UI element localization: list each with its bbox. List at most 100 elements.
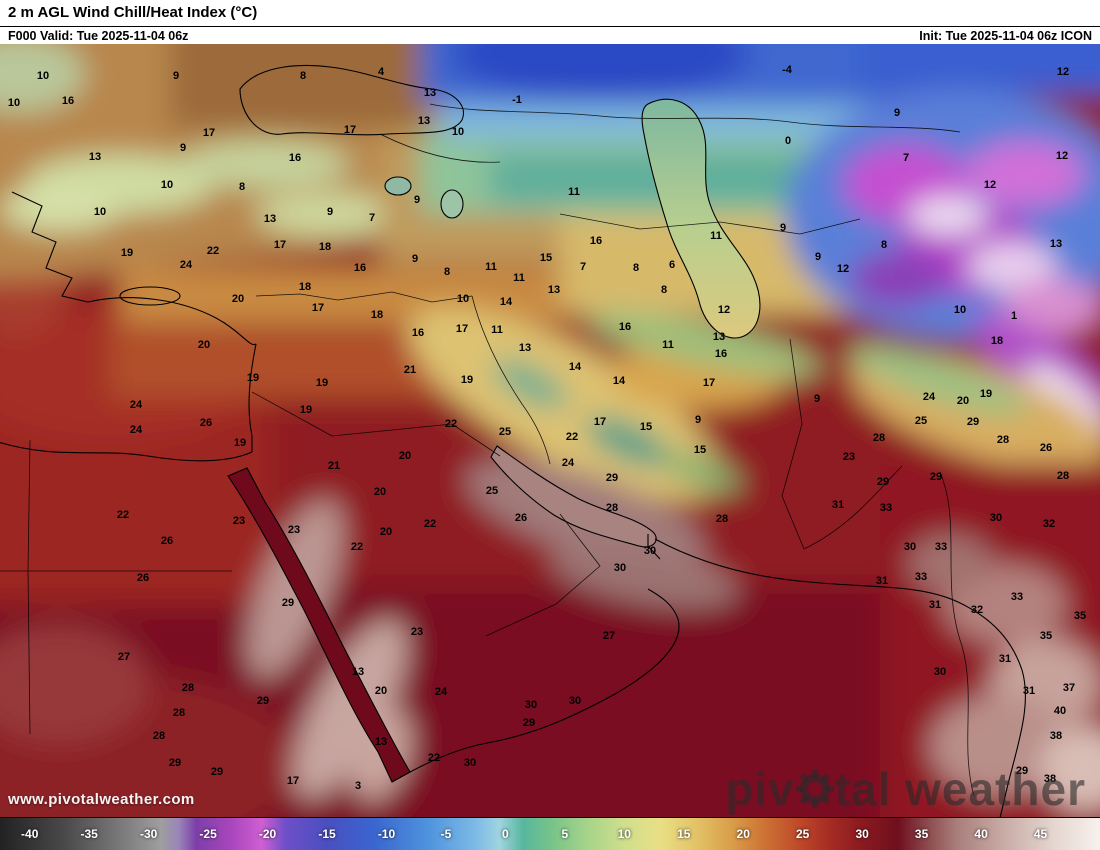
temp-label: 31 [831,499,845,511]
colorbar-tick-label: -20 [258,827,277,841]
temp-label: 21 [403,364,417,376]
temp-label: 20 [398,450,412,462]
colorbar-tick-label: 0 [502,827,509,841]
temp-label: 9 [326,206,334,218]
temp-label: 30 [524,699,538,711]
temp-label: 16 [353,262,367,274]
temp-label: 12 [983,179,997,191]
brand-text-right: tal weather [834,763,1086,815]
temp-label: 19 [460,374,474,386]
temp-label: 7 [579,261,587,273]
temp-label: 29 [929,471,943,483]
temp-label: 11 [485,261,497,273]
brand-text-left: piv [725,763,795,815]
temp-label: 15 [639,421,653,433]
temp-label: 19 [246,372,260,384]
temp-label: 11 [662,339,674,351]
colorbar-tick-label: 35 [914,827,929,841]
temp-label: 8 [443,266,451,278]
title-row: 2 m AGL Wind Chill/Heat Index (°C) [0,0,1100,27]
temp-label: 4 [377,66,385,78]
temp-label: 10 [953,304,967,316]
temp-label: 20 [231,293,245,305]
temp-label: 9 [179,142,187,154]
colorbar-tick-label: -35 [80,827,98,841]
temp-label: 26 [1039,442,1053,454]
temp-label: 32 [1042,518,1056,530]
colorbar: -40 -35 -30 -25 -20 -15 -10 -5 0 5 10 15 20 25 30 35 40 4… [0,817,1100,850]
temp-label: 11 [491,324,503,336]
temp-label: 25 [498,426,512,438]
temp-label: 19 [120,247,134,259]
temp-label: 20 [956,395,970,407]
temp-label: 12 [836,263,850,275]
temp-label: 16 [411,327,425,339]
colorbar-tick-label: 10 [617,827,631,841]
temp-label: 10 [93,206,107,218]
temp-label: 9 [779,222,787,234]
temp-label: 13 [712,331,726,343]
temp-label: 19 [233,437,247,449]
temp-label: 31 [928,599,942,611]
temp-label: 22 [565,431,579,443]
temp-label: 6 [668,259,676,271]
temp-label: 20 [379,526,393,538]
temp-label: 13 [88,151,102,163]
temp-label: 12 [717,304,731,316]
temp-label: 9 [172,70,180,82]
temp-label: 13 [351,666,365,678]
colorbar-tick-label: -25 [199,827,217,841]
temp-label: 15 [693,444,707,456]
temp-label: 18 [990,335,1004,347]
temp-label: 30 [463,757,477,769]
temp-label: 35 [1073,610,1087,622]
temp-label: 16 [288,152,302,164]
temp-label: 7 [902,152,910,164]
valid-time: F000 Valid: Tue 2025-11-04 06z [8,28,189,43]
temp-label: 12 [1055,150,1069,162]
temp-label: 8 [299,70,307,82]
temp-label: 13 [1049,238,1063,250]
temp-label: 29 [281,597,295,609]
temp-label: 9 [813,393,821,405]
temp-label: 22 [444,418,458,430]
temp-label: 30 [933,666,947,678]
temp-label: 17 [343,124,357,136]
temp-label: 22 [423,518,437,530]
temp-label: 9 [814,251,822,263]
temp-label: 17 [311,302,325,314]
temp-label: 28 [152,730,166,742]
temp-label: 10 [7,97,21,109]
temp-label: 16 [589,235,603,247]
temp-label: 20 [374,685,388,697]
brand-watermark: piv tal weather [725,766,1086,812]
temp-label: 18 [298,281,312,293]
temp-label: 8 [660,284,668,296]
temp-label: 24 [434,686,448,698]
temp-label: 29 [210,766,224,778]
temp-label: 9 [893,107,901,119]
temp-label: 26 [160,535,174,547]
temp-label: 26 [514,512,528,524]
temp-label: -1 [512,94,522,106]
temp-label: 26 [199,417,213,429]
temp-label: 21 [327,460,341,472]
colorbar-tick-label: 40 [974,827,988,841]
temp-label: 30 [989,512,1003,524]
temp-label: 13 [423,87,437,99]
colorbar-tick-label: 30 [855,827,869,841]
temp-label: 24 [129,399,143,411]
temp-label: 28 [872,432,886,444]
temp-label: 29 [876,476,890,488]
temp-label: 35 [1039,630,1053,642]
map-canvas: 10 16 9 8 4 13 -1 -4 12 9 10 13 9 17 16 17 13 10 10 8 0 7 12 12… [0,44,1100,818]
temp-label: 24 [561,457,575,469]
temp-label: 16 [714,348,728,360]
temp-label: 8 [632,262,640,274]
temp-label: -4 [782,64,792,76]
temp-label: 14 [612,375,626,387]
temp-label: 26 [136,572,150,584]
temp-label: 17 [593,416,607,428]
temp-label: 31 [875,575,889,587]
temp-label: 23 [410,626,424,638]
